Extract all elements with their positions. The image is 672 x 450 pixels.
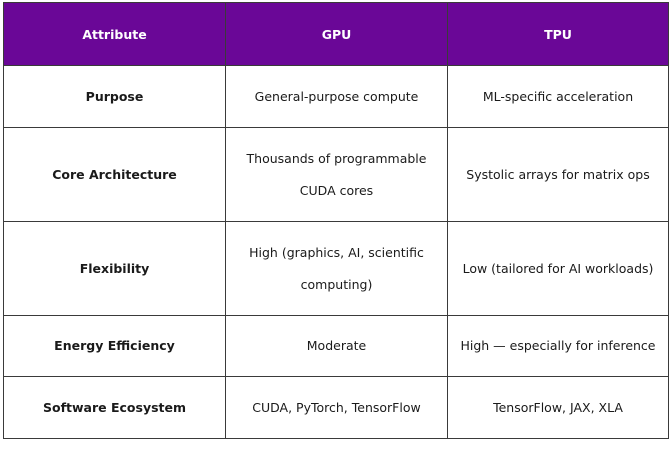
row-attribute-cell: Core Architecture — [3, 127, 226, 222]
row-tpu-cell: High — especially for inference — [447, 315, 669, 377]
table-row: Purpose General-purpose compute ML-speci… — [3, 65, 669, 128]
comparison-table-container: Attribute GPU TPU Purpose General-purpos… — [3, 2, 669, 439]
row-tpu-cell: TensorFlow, JAX, XLA — [447, 376, 669, 439]
table-header-row: Attribute GPU TPU — [3, 2, 669, 66]
row-gpu-cell: CUDA, PyTorch, TensorFlow — [225, 376, 448, 439]
header-attribute: Attribute — [3, 2, 226, 66]
row-gpu-cell: Moderate — [225, 315, 448, 377]
row-tpu-cell: Systolic arrays for matrix ops — [447, 127, 669, 222]
table-row: Energy Efficiency Moderate High — especi… — [3, 315, 669, 377]
row-tpu-cell: Low (tailored for AI workloads) — [447, 221, 669, 316]
row-tpu-cell: ML-specific acceleration — [447, 65, 669, 128]
table-row: Core Architecture Thousands of programma… — [3, 127, 669, 222]
row-attribute-cell: Software Ecosystem — [3, 376, 226, 439]
row-attribute-cell: Purpose — [3, 65, 226, 128]
row-attribute-cell: Flexibility — [3, 221, 226, 316]
gpu-tpu-comparison-table: Attribute GPU TPU Purpose General-purpos… — [3, 2, 669, 439]
row-gpu-cell: General-purpose compute — [225, 65, 448, 128]
row-attribute-cell: Energy Efficiency — [3, 315, 226, 377]
header-tpu: TPU — [447, 2, 669, 66]
row-gpu-cell: High (graphics, AI, scientific computing… — [225, 221, 448, 316]
header-gpu: GPU — [225, 2, 448, 66]
table-row: Flexibility High (graphics, AI, scientif… — [3, 221, 669, 316]
row-gpu-cell: Thousands of programmable CUDA cores — [225, 127, 448, 222]
table-row: Software Ecosystem CUDA, PyTorch, Tensor… — [3, 376, 669, 439]
